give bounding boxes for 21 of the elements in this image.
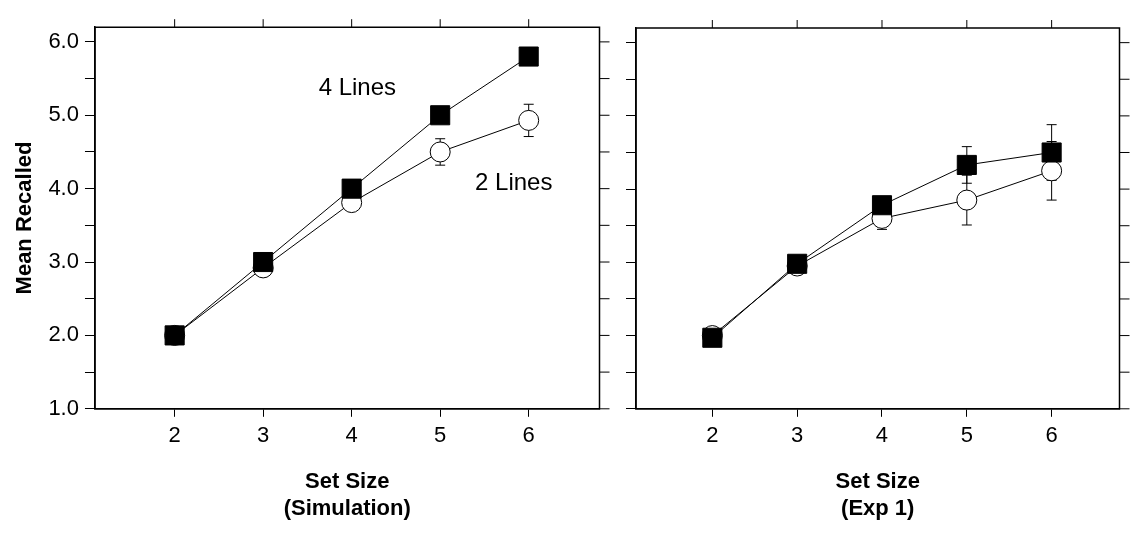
y-tick-label: 2.0 bbox=[48, 321, 79, 347]
x-tick-label: 2 bbox=[168, 422, 181, 448]
y-tick-label: 4.0 bbox=[48, 174, 79, 200]
x-tick-label: 6 bbox=[522, 422, 535, 448]
x-tick-label: 3 bbox=[257, 422, 270, 448]
y-tick-label: 1.0 bbox=[48, 394, 79, 420]
x-tick-label: 3 bbox=[791, 422, 804, 448]
x-tick-label: 2 bbox=[706, 422, 719, 448]
y-tick-label: 5.0 bbox=[48, 101, 79, 127]
annotation: 2 Lines bbox=[475, 168, 553, 196]
x-tick-label: 5 bbox=[960, 422, 973, 448]
x-tick-label: 6 bbox=[1045, 422, 1058, 448]
y-tick-label: 6.0 bbox=[48, 27, 79, 53]
x-tick-label: 4 bbox=[875, 422, 889, 448]
x-tick-label: 4 bbox=[345, 422, 358, 448]
x-axis-title: Set Size (Simulation) bbox=[283, 468, 411, 520]
y-axis-title: Mean Recalled bbox=[11, 141, 37, 295]
y-tick-label: 3.0 bbox=[48, 248, 79, 274]
x-tick-label: 5 bbox=[434, 422, 447, 448]
annotation: 4 Lines bbox=[318, 72, 397, 100]
x-axis-title: Set Size (Exp 1) bbox=[835, 468, 920, 520]
